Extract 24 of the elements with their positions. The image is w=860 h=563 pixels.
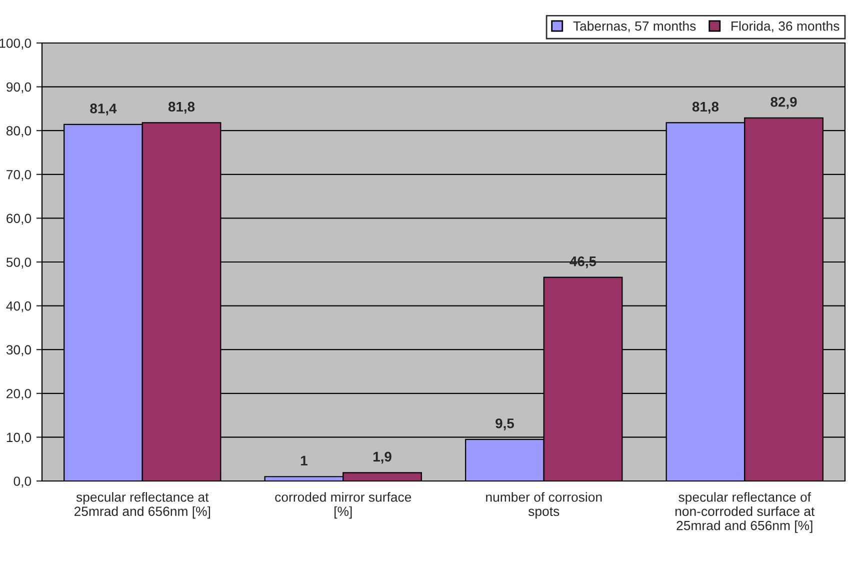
- y-tick-label: 50,0: [6, 258, 32, 268]
- x-tick-label: corroded mirror surface [%]: [275, 492, 412, 519]
- x-tick-label: number of corrosion spots: [486, 492, 602, 519]
- data-label: 9,5: [496, 418, 514, 430]
- y-tick-label: 0,0: [14, 476, 32, 488]
- data-label: 81,8: [168, 102, 195, 114]
- y-tick-label: 40,0: [6, 301, 32, 312]
- data-label: 1: [300, 456, 308, 466]
- y-tick-label: 80,0: [6, 126, 32, 138]
- data-label: 81,8: [692, 102, 719, 114]
- y-tick-label: 60,0: [6, 214, 32, 225]
- x-tick-label: specular reflectance at 25mrad and 656nm [%]: [74, 492, 210, 519]
- data-label: 82,9: [770, 96, 797, 109]
- data-label: 81,4: [90, 104, 117, 116]
- y-tick-label: 30,0: [6, 345, 32, 356]
- data-label: 1,9: [373, 452, 392, 464]
- legend-label: Tabernas, 57 months: [573, 21, 696, 32]
- y-tick-label: 10,0: [6, 432, 32, 444]
- x-tick-label: specular reflectance of non-corroded surface at 25mrad and 656nm [%]: [675, 492, 815, 533]
- y-tick-label: 90,0: [6, 82, 32, 94]
- legend-label: Florida, 36 months: [732, 21, 840, 32]
- y-tick-label: 20,0: [6, 388, 32, 400]
- y-tick-label: 70,0: [6, 170, 32, 181]
- y-tick-label: 100,0: [0, 38, 32, 50]
